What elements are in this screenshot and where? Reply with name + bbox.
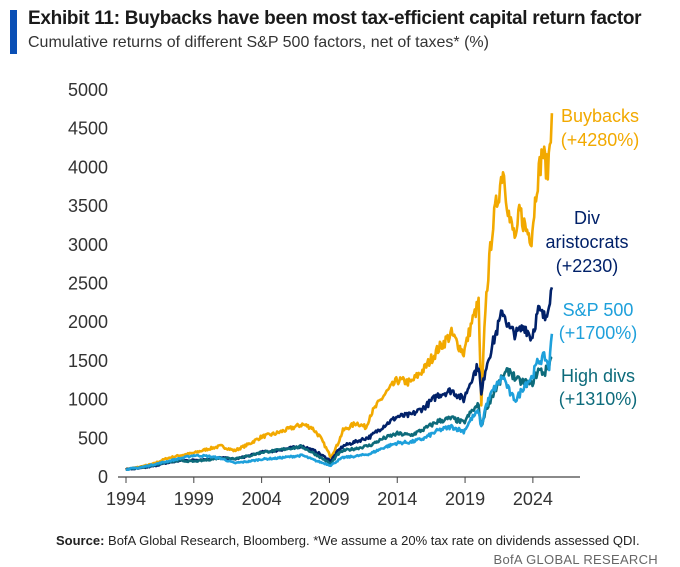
brand-mark: BofA GLOBAL RESEARCH [493,552,658,567]
y-tick-label: 4500 [68,119,108,139]
accent-bar [10,10,17,54]
line-chart: 0 500 1000 1500 2000 2500 3000 3500 4000 4500 5000… [68,80,639,509]
y-tick-label: 2500 [68,274,108,294]
x-tick-label: 1994 [106,489,146,509]
series-label-sp500: S&P 500 (+1700%) [559,300,638,343]
x-tick-label: 2019 [445,489,485,509]
y-tick-label: 3500 [68,196,108,216]
series-label-div-aristocrats: Div aristocrats (+2230) [545,208,628,276]
series-line-div-aristocrats [125,287,554,471]
x-tick-label: 2009 [309,489,349,509]
x-tick-label: 2004 [242,489,282,509]
y-tick-label: 4000 [68,157,108,177]
y-tick-label: 1500 [68,351,108,371]
chart-title: Exhibit 11: Buybacks have been most tax-… [28,8,642,29]
x-tick-label: 2024 [513,489,553,509]
x-tick-label: 2014 [377,489,417,509]
series-end-labels: Buybacks (+4280%) Div aristocrats (+2230) S&P… [545,106,639,409]
axes: 0 500 1000 1500 2000 2500 3000 3500 4000 4500 5000… [68,80,580,509]
series-line-buybacks [124,113,554,471]
source-label: Source: [56,533,105,548]
y-tick-label: 3000 [68,235,108,255]
series-label-buybacks: Buybacks (+4280%) [561,106,640,150]
y-tick-label: 0 [98,467,108,487]
chart-subtitle: Cumulative returns of different S&P 500 … [28,34,489,51]
source-note: Source: BofA Global Research, Bloomberg.… [56,533,640,548]
series-line-sp500 [125,333,554,471]
x-tick-label: 1999 [174,489,214,509]
y-tick-label: 500 [78,428,108,448]
series-label-high-divs: High divs (+1310%) [559,366,638,409]
y-tick-label: 5000 [68,80,108,100]
y-tick-label: 2000 [68,312,108,332]
series-lines [124,113,554,471]
source-text: BofA Global Research, Bloomberg. *We ass… [104,533,640,548]
y-tick-label: 1000 [68,390,108,410]
